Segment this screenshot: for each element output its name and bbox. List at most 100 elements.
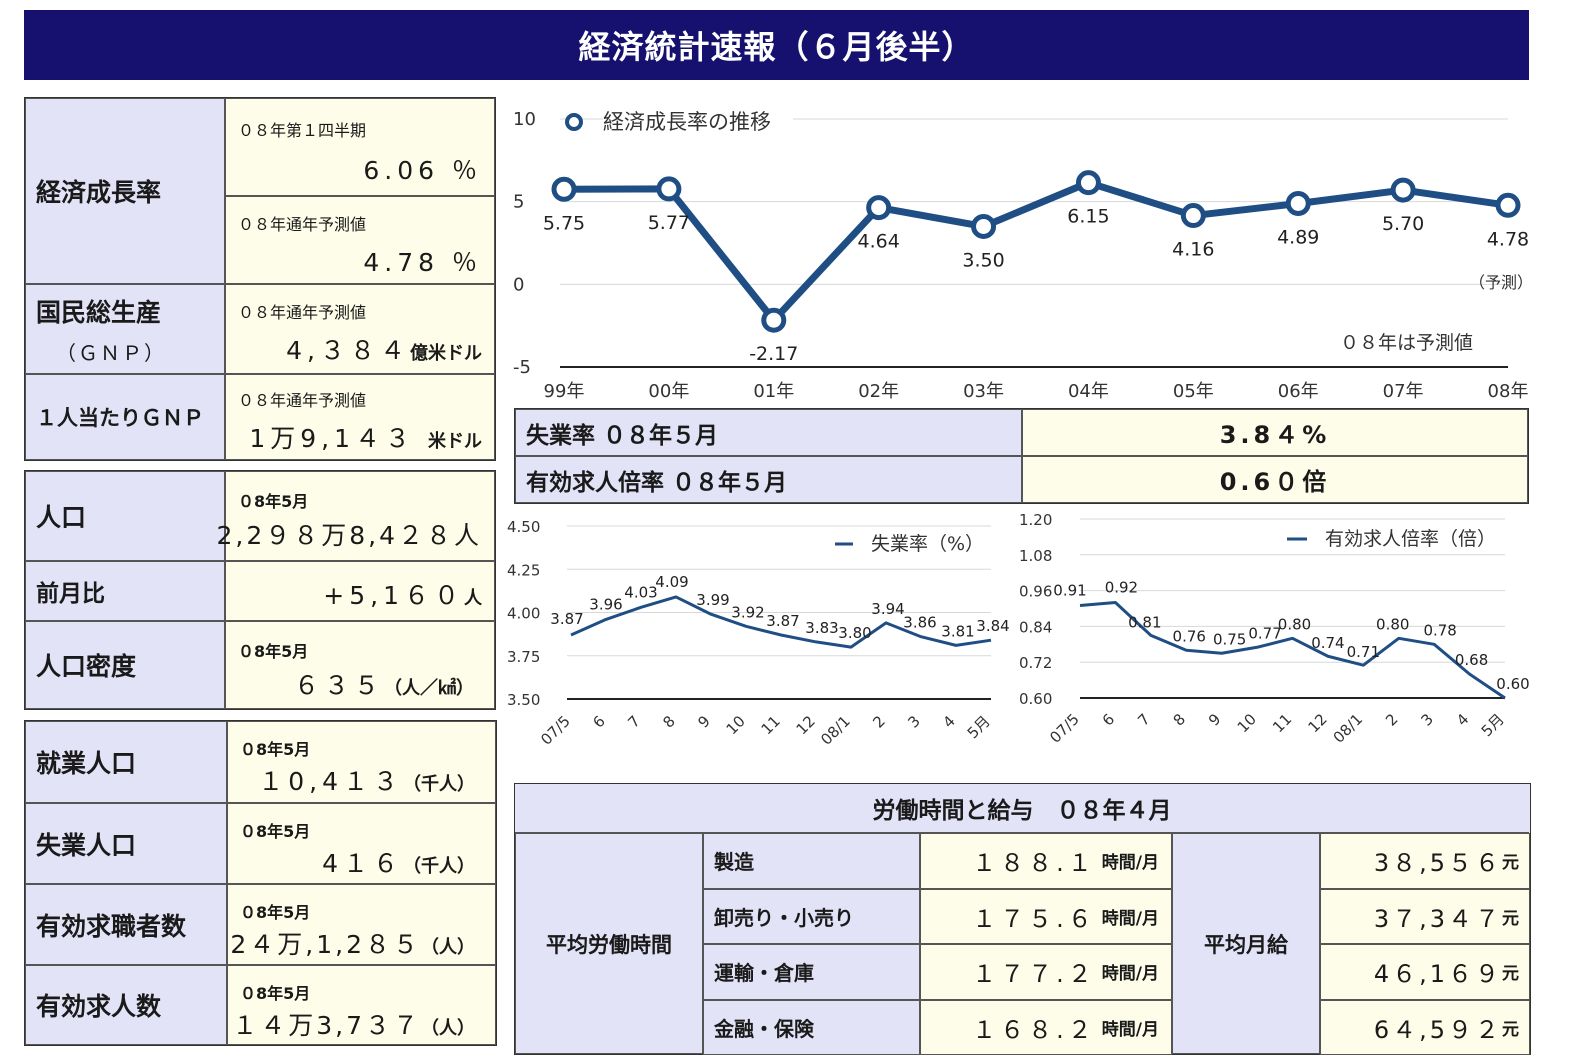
x-tick-label: 08年	[1488, 381, 1529, 402]
industry-name: 金融・保険	[714, 1016, 814, 1041]
data-label: 4.89	[1277, 226, 1319, 248]
gdp-q1-unit: ％	[451, 156, 482, 185]
mom-label-text: 前月比	[36, 581, 105, 607]
gnp-pc-value: 1万9,1４３	[249, 424, 416, 453]
data-label: 3.87	[550, 610, 583, 628]
y-tick-label: 1.08	[1019, 547, 1052, 565]
data-point	[1180, 203, 1206, 229]
x-tick-label: 9	[1205, 710, 1224, 729]
jobs-ratio-value: 0.6０倍	[1219, 468, 1331, 496]
hours-cell: １６８.２ 時間/月	[920, 999, 1172, 1055]
legend-label: 有効求人倍率（倍）	[1325, 528, 1496, 550]
data-label: 5.70	[1382, 213, 1424, 235]
page-title: 経済統計速報（６月後半）	[24, 10, 1529, 80]
forecast-note: ０８年は予測値	[1340, 332, 1473, 354]
series-line	[1079, 601, 1506, 700]
employed-label: 就業人口	[25, 721, 227, 803]
data-label: 3.99	[696, 591, 729, 609]
data-point	[1075, 170, 1101, 196]
wage-table: 労働時間と給与 ０８年４月 平均労働時間 平均月給 製造 １８８.１ 時間/月 3８…	[514, 783, 1531, 1055]
data-label: 0.74	[1311, 634, 1344, 652]
y-tick-label: 10	[513, 109, 536, 130]
salary-value: 3８,5５６	[1373, 849, 1502, 878]
data-label: 4.09	[655, 573, 688, 591]
series-line	[563, 179, 1509, 324]
offers-label: 有効求人数	[25, 965, 227, 1045]
industry-name: 卸売り・小売り	[714, 905, 854, 930]
wage-table-title: 労働時間と給与 ０８年４月	[515, 784, 1529, 833]
x-tick-label: 07/5	[537, 712, 574, 749]
legend-label: 経済成長率の推移	[603, 110, 771, 134]
x-tick-label: 03年	[963, 381, 1004, 402]
data-point	[971, 213, 997, 239]
offers-sub: ０8年5月	[240, 984, 311, 1003]
x-tick-label: 6	[1099, 710, 1118, 729]
data-label: 5.75	[543, 212, 585, 234]
gdp-forecast-cell: ０８年通年予測値 4.78 ％	[225, 196, 495, 284]
x-tick-label: 08/1	[1330, 710, 1367, 747]
data-label: -2.17	[749, 343, 798, 365]
jobs-ratio-cell: 0.6０倍	[1022, 456, 1528, 503]
hours-label-text: 平均労働時間	[546, 932, 672, 957]
y-tick-label: 0.96	[1019, 583, 1052, 601]
salary-unit: 元	[1502, 908, 1519, 929]
salary-unit: 元	[1502, 964, 1519, 985]
hours-value: １７７.２	[972, 960, 1096, 989]
unemployed-label: 失業人口	[25, 803, 227, 884]
hours-cell: １７５.６ 時間/月	[920, 888, 1172, 944]
legend-bg	[603, 107, 793, 137]
data-label: 0.60	[1496, 675, 1529, 693]
y-tick-label: 3.75	[507, 648, 540, 666]
gnp-pc-value-wrap: 1万9,1４３ 米ドル	[249, 419, 482, 455]
x-tick-label: 08/1	[817, 712, 854, 749]
x-tick-label: 07年	[1383, 381, 1424, 402]
density-unit: （人／㎢）	[384, 678, 474, 699]
gdp-q1-value: 6.06	[363, 156, 440, 185]
gnp-sub: ０８年通年予測値	[238, 303, 367, 322]
gnp-label-text: 国民総生産	[36, 297, 162, 327]
data-label: 0.75	[1213, 630, 1246, 648]
data-point	[761, 307, 787, 333]
hours-unit: 時間/月	[1101, 853, 1159, 874]
series-line	[570, 595, 992, 649]
mom-label: 前月比	[25, 561, 225, 621]
industry-cell: 製造	[703, 833, 920, 889]
labor-block: 就業人口 ０8年5月 １0,4１３（千人） 失業人口 ０8年5月 4１６（千人）…	[24, 720, 497, 1046]
salary-unit: 元	[1502, 1019, 1519, 1040]
data-label: 3.84	[976, 617, 1009, 635]
data-label: 0.92	[1105, 579, 1138, 597]
employed-value: １0,4１３	[258, 767, 403, 796]
gnp-label-sub: （ＧＮＰ）	[56, 340, 166, 365]
salary-cell: 4６,1６９ 元	[1320, 944, 1530, 1000]
unemp-rate-label-text: 失業率 ０８年５月	[526, 422, 719, 449]
unemployed-cell: ０8年5月 4１６（千人）	[227, 803, 496, 884]
industry-name: 運輸・倉庫	[714, 961, 814, 986]
data-label: 3.83	[805, 619, 838, 637]
x-tick-label: 00年	[648, 381, 689, 402]
data-point	[1285, 190, 1311, 216]
industry-cell: 金融・保険	[703, 999, 920, 1055]
x-tick-label: 11	[1269, 710, 1295, 736]
mom-unit: 人	[464, 588, 482, 609]
hours-value: １８８.１	[972, 849, 1096, 878]
gnp-cell: ０８年通年予測値 4,３８４億米ドル	[225, 284, 495, 374]
salary-cell: 6４,5９２ 元	[1320, 999, 1530, 1055]
employed-unit: （千人）	[403, 774, 475, 795]
hours-cell: １７７.２ 時間/月	[920, 944, 1172, 1000]
unemployed-value: 4１６	[322, 849, 403, 878]
employed-sub: ０8年5月	[240, 740, 311, 759]
seekers-cell: ０8年5月 2４万,1,2８５（人）	[227, 884, 496, 965]
data-point	[1390, 177, 1416, 203]
x-tick-label: 02年	[858, 381, 899, 402]
mom-cell: +5,1６０人	[225, 561, 495, 621]
hours-unit: 時間/月	[1101, 1019, 1159, 1040]
gnp-pc-label: １人当たりＧＮＰ	[25, 374, 225, 460]
data-label: 3.86	[903, 614, 936, 632]
offers-value: １４万3,7３７	[232, 1011, 421, 1040]
population-cell: ０8年5月 2,2９８万8,4２８人	[216, 471, 495, 561]
mom-value: +5,1６０	[323, 581, 464, 610]
x-tick-label: 99年	[544, 381, 585, 402]
data-point	[866, 195, 892, 221]
gnp-pc-unit: 米ドル	[428, 431, 482, 452]
y-tick-label: 0	[513, 274, 524, 295]
